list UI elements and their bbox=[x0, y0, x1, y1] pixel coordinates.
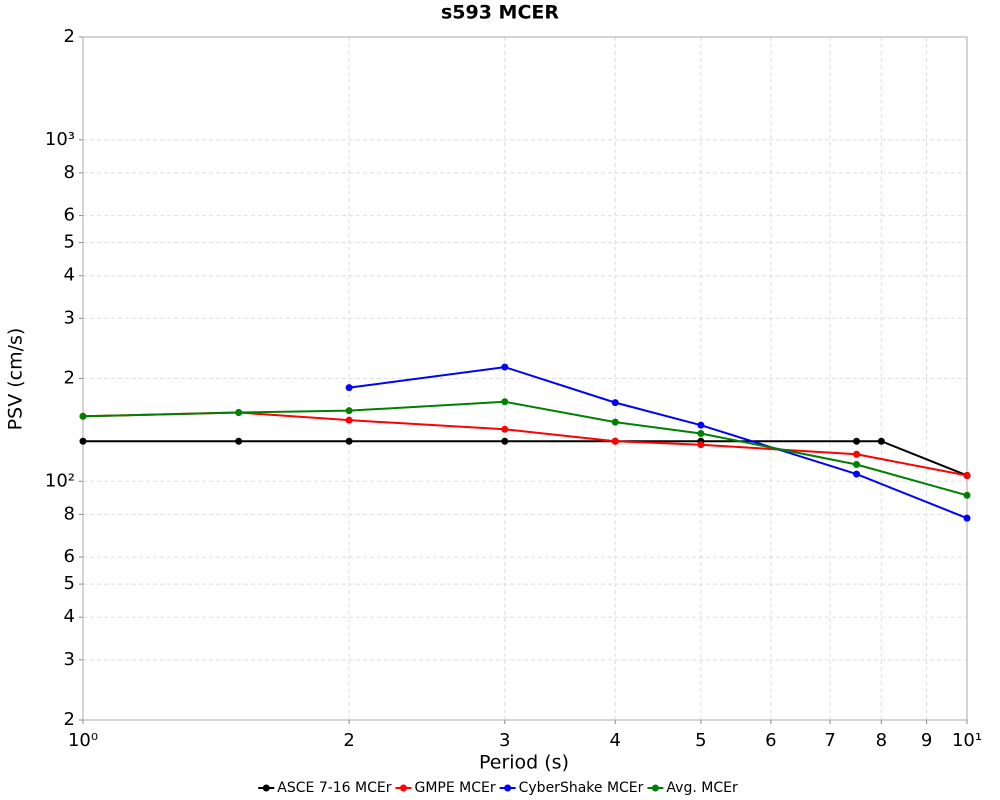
y-tick-label: 2 bbox=[64, 26, 75, 47]
x-tick-label: 7 bbox=[824, 730, 835, 751]
data-point bbox=[877, 437, 885, 445]
legend-label: Avg. MCEr bbox=[666, 780, 738, 796]
data-point bbox=[345, 384, 353, 392]
data-point bbox=[79, 412, 87, 420]
data-point bbox=[853, 460, 861, 468]
x-tick-label: 10¹ bbox=[952, 730, 982, 751]
y-tick-label: 6 bbox=[64, 205, 75, 226]
x-axis-label: Period (s) bbox=[479, 752, 569, 774]
y-tick-label: 10³ bbox=[45, 129, 75, 150]
chart-title: s593 MCER bbox=[441, 2, 559, 24]
legend-label: GMPE MCEr bbox=[415, 780, 496, 796]
y-tick-label: 2 bbox=[64, 709, 75, 730]
data-point bbox=[501, 437, 509, 445]
data-point bbox=[963, 491, 971, 499]
y-tick-label: 4 bbox=[64, 606, 75, 627]
x-tick-label: 2 bbox=[343, 730, 354, 751]
data-point bbox=[345, 416, 353, 424]
data-point bbox=[235, 409, 243, 417]
y-tick-label: 6 bbox=[64, 546, 75, 567]
data-point bbox=[697, 421, 705, 429]
x-tick-label: 10⁰ bbox=[68, 730, 98, 751]
plot-frame bbox=[82, 36, 968, 721]
data-point bbox=[853, 450, 861, 458]
y-tick-label: 8 bbox=[64, 503, 75, 524]
data-point bbox=[963, 471, 971, 479]
data-point bbox=[963, 514, 971, 522]
data-point bbox=[697, 430, 705, 438]
y-tick-label: 10² bbox=[45, 470, 75, 491]
data-point bbox=[611, 437, 619, 445]
series-line bbox=[348, 366, 968, 520]
legend-label: CyberShake MCEr bbox=[519, 780, 644, 796]
legend: ASCE 7-16 MCEr GMPE MCEr CyberShake MCEr Av… bbox=[258, 780, 738, 796]
y-tick-label: 4 bbox=[64, 265, 75, 286]
data-point bbox=[611, 399, 619, 407]
y-tick-label: 2 bbox=[64, 368, 75, 389]
legend-marker bbox=[400, 784, 407, 792]
data-point bbox=[345, 437, 353, 445]
data-point bbox=[853, 437, 861, 445]
y-axis-label: PSV (cm/s) bbox=[5, 328, 27, 431]
data-point bbox=[345, 407, 353, 415]
data-point bbox=[79, 437, 87, 445]
x-tick-label: 6 bbox=[765, 730, 776, 751]
x-tick-label: 9 bbox=[921, 730, 932, 751]
data-point bbox=[501, 398, 509, 406]
legend-marker bbox=[504, 784, 512, 792]
x-tick-label: 5 bbox=[695, 730, 706, 751]
legend-label: ASCE 7-16 MCEr bbox=[277, 780, 391, 796]
series-line bbox=[82, 400, 968, 497]
x-tick-label: 3 bbox=[499, 730, 510, 751]
data-point bbox=[697, 441, 705, 449]
legend-marker bbox=[262, 784, 270, 792]
x-tick-label: 4 bbox=[609, 730, 620, 751]
y-tick-label: 5 bbox=[64, 573, 75, 594]
y-tick-label: 8 bbox=[64, 162, 75, 183]
data-point bbox=[235, 437, 243, 445]
data-point bbox=[611, 418, 619, 426]
data-point bbox=[501, 425, 509, 433]
y-tick-label: 3 bbox=[64, 649, 75, 670]
data-point bbox=[853, 470, 861, 478]
data-point bbox=[501, 363, 509, 371]
legend-marker bbox=[651, 784, 659, 792]
y-tick-label: 5 bbox=[64, 232, 75, 253]
series-line bbox=[82, 411, 968, 477]
y-tick-label: 3 bbox=[64, 307, 75, 328]
x-tick-label: 8 bbox=[876, 730, 887, 751]
